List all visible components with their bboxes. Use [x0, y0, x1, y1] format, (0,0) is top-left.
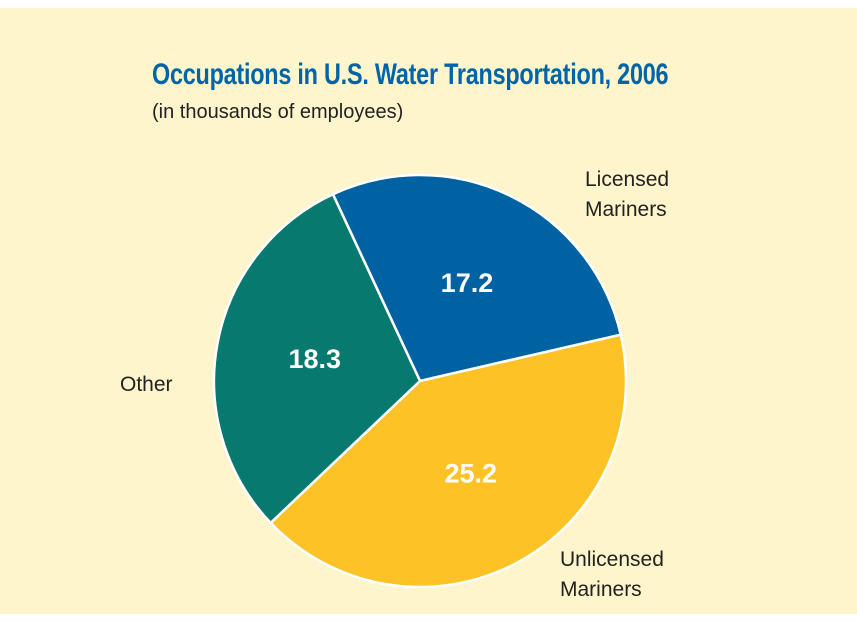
category-label: Licensed Mariners — [585, 168, 670, 221]
chart-subtitle: (in thousands of employees) — [152, 101, 404, 123]
data-label: 25.2 — [444, 458, 497, 488]
data-label: 17.2 — [441, 268, 494, 298]
category-label: Unlicensed Mariners — [560, 548, 664, 601]
data-label: 18.3 — [288, 344, 341, 374]
category-label: Other — [120, 373, 173, 396]
chart-title: Occupations in U.S. Water Transportation… — [152, 58, 669, 91]
pie-slice — [212, 192, 422, 525]
pie-slice — [331, 173, 623, 383]
pie-slice — [268, 333, 628, 589]
